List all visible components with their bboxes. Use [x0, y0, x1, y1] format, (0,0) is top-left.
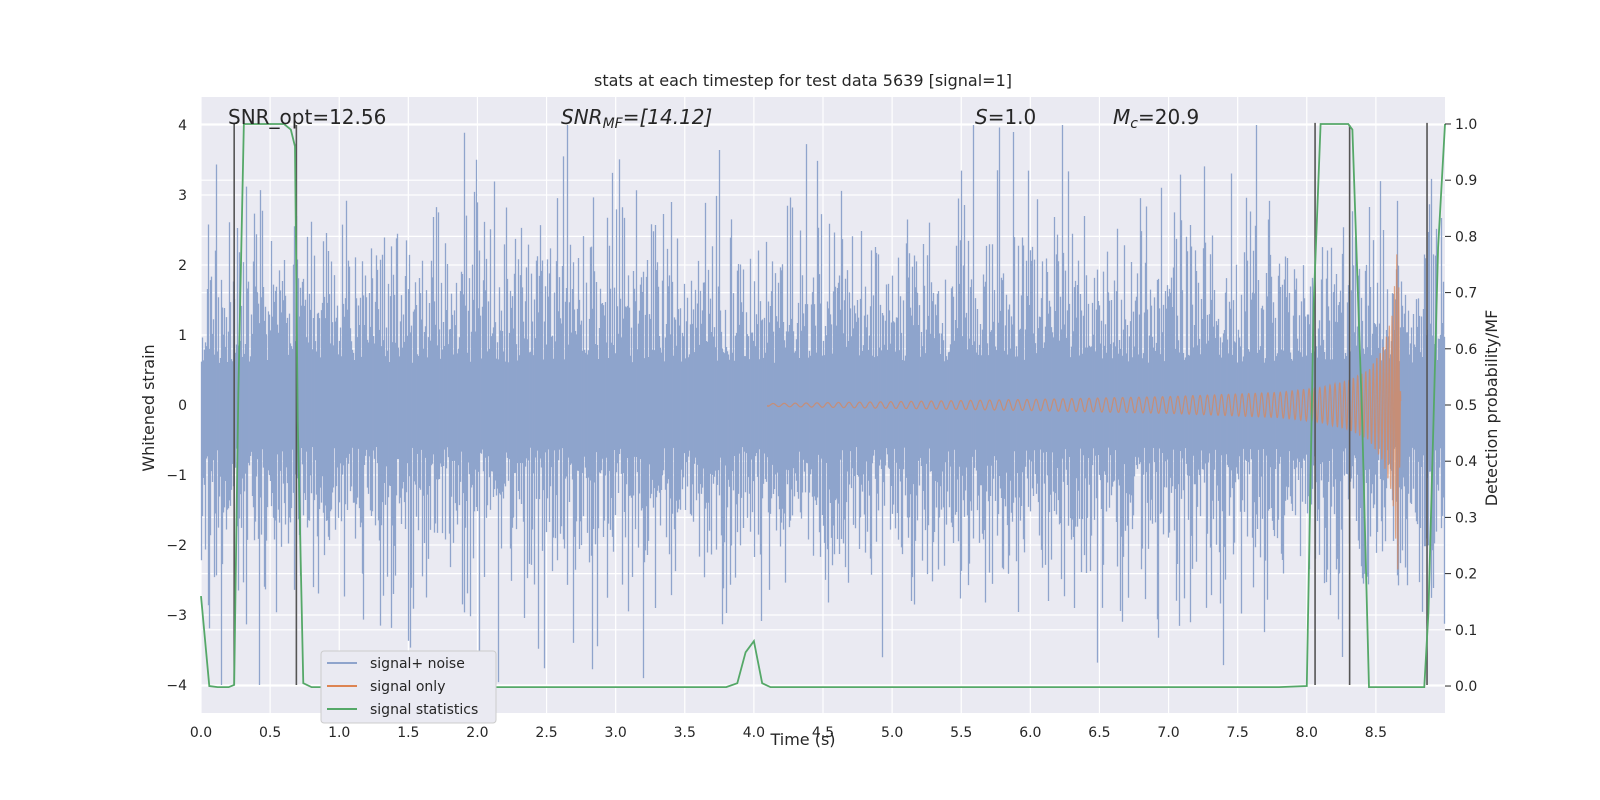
- annotation-snr-mf-sub: MF: [603, 116, 624, 132]
- x-tick-label: 3.5: [674, 725, 696, 741]
- signal-only-series: [767, 254, 1402, 570]
- y-tick-label: 1: [178, 328, 187, 344]
- right-axis-label: Detection probability/MF: [1482, 310, 1501, 507]
- right-tick-label: 0.6: [1455, 342, 1477, 358]
- legend-label-signal-plus-noise: signal+ noise: [370, 656, 465, 672]
- x-tick-label: 4.0: [743, 725, 765, 741]
- x-tick-label: 0.5: [259, 725, 281, 741]
- annotation-s-value: =1.0: [988, 105, 1037, 129]
- x-tick-label: 7.0: [1157, 725, 1179, 741]
- annotation-mc-base: M: [1113, 105, 1130, 129]
- x-tick-label: 8.0: [1296, 725, 1318, 741]
- annotation-mc-sub: c: [1130, 116, 1138, 132]
- x-tick-label: 6.5: [1088, 725, 1110, 741]
- x-tick-label: 1.5: [397, 725, 419, 741]
- right-tick-label: 0.5: [1455, 398, 1477, 414]
- legend-label-signal-only: signal only: [370, 679, 445, 695]
- annotation-snr-mf-base: SNR: [561, 105, 603, 129]
- right-tick-label: 1.0: [1455, 117, 1477, 133]
- annotation-snr-mf: SNRMF=[14.12]: [561, 105, 712, 132]
- y-axis-ticks: 4 3 2 1 0 −1 −2 −3 −4: [166, 118, 187, 694]
- legend-box: [320, 650, 497, 724]
- right-tick-label: 0.1: [1455, 623, 1477, 639]
- x-axis-label: Time (s): [769, 730, 835, 749]
- annotation-mc: Mc=20.9: [1113, 105, 1199, 132]
- x-tick-label: 1.0: [328, 725, 350, 741]
- y-tick-label: −3: [166, 608, 187, 624]
- x-tick-label: 5.5: [950, 725, 972, 741]
- right-tick-label: 0.9: [1455, 173, 1477, 189]
- annotation-snr-mf-value: =[14.12]: [623, 105, 713, 129]
- right-axis-ticks: 1.0 0.9 0.8 0.7 0.6 0.5 0.4 0.3 0.2 0.1 0.0: [1445, 117, 1477, 695]
- signal-only-line: [767, 254, 1402, 570]
- x-tick-label: 6.0: [1019, 725, 1041, 741]
- right-tick-label: 0.3: [1455, 510, 1477, 526]
- right-tick-label: 0.4: [1455, 454, 1477, 470]
- legend: signal+ noise signal only signal statist…: [320, 650, 497, 724]
- y-tick-label: 0: [178, 398, 187, 414]
- right-tick-label: 0.7: [1455, 286, 1477, 302]
- right-tick-label: 0.2: [1455, 567, 1477, 583]
- y-tick-label: 4: [178, 118, 187, 134]
- x-tick-label: 2.5: [535, 725, 557, 741]
- annotation-s-base: S: [975, 105, 988, 129]
- x-tick-label: 7.5: [1227, 725, 1249, 741]
- x-tick-label: 2.0: [466, 725, 488, 741]
- y-tick-label: −2: [166, 538, 187, 554]
- x-tick-label: 5.0: [881, 725, 903, 741]
- legend-label-signal-statistics: signal statistics: [370, 702, 478, 718]
- y-tick-label: 2: [178, 258, 187, 274]
- right-tick-label: 0.0: [1455, 679, 1477, 695]
- y-tick-label: 3: [178, 188, 187, 204]
- x-tick-label: 8.5: [1365, 725, 1387, 741]
- chart-title: stats at each timestep for test data 563…: [594, 71, 1012, 90]
- x-tick-label: 0.0: [190, 725, 212, 741]
- signal-statistics-line: [200, 123, 1446, 689]
- y-tick-label: −4: [166, 678, 187, 694]
- x-tick-label: 3.0: [605, 725, 627, 741]
- annotation-snr-opt: SNR_opt=12.56: [228, 105, 386, 129]
- x-axis-ticks: 0.0 0.5 1.0 1.5 2.0 2.5 3.0 3.5 4.0 4.5 5.0 5.5 6.0 6…: [190, 725, 1387, 741]
- annotation-mc-value: =20.9: [1138, 105, 1199, 129]
- y-axis-label: Whitened strain: [139, 344, 158, 471]
- annotation-s: S=1.0: [975, 105, 1036, 129]
- y-tick-label: −1: [166, 468, 187, 484]
- x-tick-label: 4.5: [812, 725, 834, 741]
- signal-statistics-series: [200, 123, 1446, 689]
- right-tick-label: 0.8: [1455, 229, 1477, 245]
